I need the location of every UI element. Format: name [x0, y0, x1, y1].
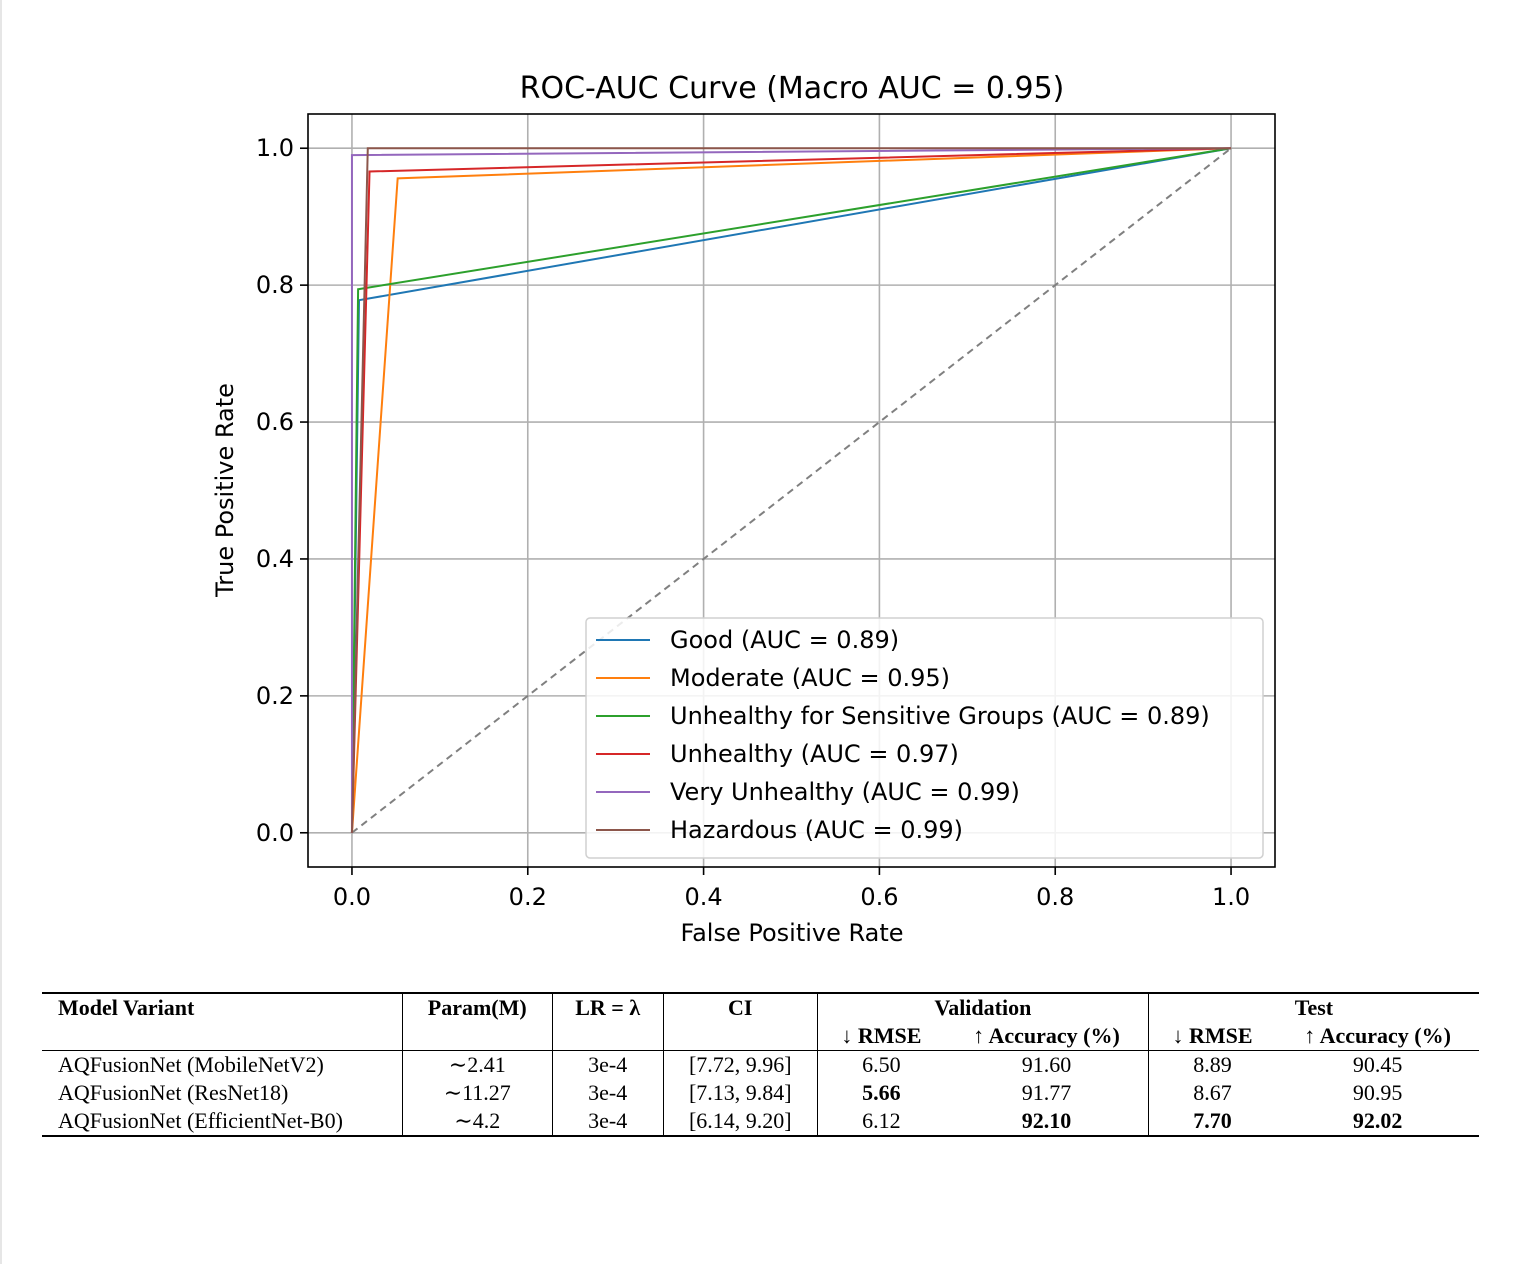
cell-ci: [7.72, 9.96]	[662, 1050, 818, 1079]
series-line-4	[350, 147, 1232, 833]
series-line-2	[350, 147, 1232, 833]
y-tick-label: 0.4	[256, 545, 294, 573]
roc-chart: ROC-AUC Curve (Macro AUC = 0.95) 0.0 0.2 0…	[211, 71, 1276, 947]
cell-test-acc: 90.95	[1352, 1080, 1403, 1105]
header-model: Model Variant	[58, 995, 195, 1020]
cell-val-rmse: 5.66	[816, 1079, 946, 1107]
x-tick-label: 0.2	[509, 883, 547, 911]
legend-label: Unhealthy for Sensitive Groups (AUC = 0.…	[670, 702, 1210, 730]
subheader-empty-ci	[662, 1022, 818, 1051]
header-validation: Validation	[816, 993, 1149, 1022]
cell-ci: [6.14, 9.20]	[662, 1107, 818, 1136]
series-lines	[350, 147, 1232, 834]
cell-test-acc: 92.02	[1352, 1108, 1403, 1133]
cell-val-acc: 91.60	[1021, 1052, 1072, 1077]
legend-label: Good (AUC = 0.89)	[670, 626, 899, 654]
cell-model: AQFusionNet (EfficientNet-B0)	[58, 1108, 343, 1133]
x-tick-label: 1.0	[1212, 883, 1250, 911]
cell-ci: [7.13, 9.84]	[662, 1079, 818, 1107]
cell-param: ∼2.41	[401, 1050, 553, 1079]
y-tick-label: 0.2	[256, 682, 294, 710]
results-table: Model Variant Param(M) LR = λ CI Validat…	[42, 992, 1479, 1137]
cell-val-rmse: 6.50	[816, 1050, 946, 1079]
cell-lr: 3e-4	[551, 1107, 664, 1136]
legend-label: Moderate (AUC = 0.95)	[670, 664, 950, 692]
header-test-acc: ↑ Accuracy (%)	[1276, 1022, 1479, 1051]
subheader-empty-lr	[551, 1022, 664, 1051]
series-line-5	[350, 147, 1232, 833]
cell-val-acc: 92.10	[1021, 1108, 1072, 1133]
table-row: AQFusionNet (ResNet18) ∼11.27 3e-4 [7.13…	[42, 1079, 1479, 1107]
legend: Good (AUC = 0.89) Moderate (AUC = 0.95) Un…	[585, 617, 1264, 859]
header-param: Param(M)	[401, 993, 553, 1022]
cell-param: ∼4.2	[401, 1107, 553, 1136]
table-row: AQFusionNet (EfficientNet-B0) ∼4.2 3e-4 …	[42, 1107, 1479, 1136]
cell-lr: 3e-4	[551, 1050, 664, 1079]
legend-label: Unhealthy (AUC = 0.97)	[670, 740, 959, 768]
cell-test-rmse: 8.67	[1147, 1079, 1277, 1107]
legend-label: Hazardous (AUC = 0.99)	[670, 816, 963, 844]
cell-model: AQFusionNet (MobileNetV2)	[58, 1052, 324, 1077]
header-test-rmse: ↓ RMSE	[1147, 1022, 1277, 1051]
y-tick-label: 0.0	[256, 819, 294, 847]
cell-val-rmse: 6.12	[816, 1107, 946, 1136]
legend-label: Very Unhealthy (AUC = 0.99)	[670, 778, 1020, 806]
x-tick-label: 0.0	[333, 883, 371, 911]
y-tick-label: 0.8	[256, 271, 294, 299]
x-tick-label: 0.8	[1036, 883, 1074, 911]
y-tick-label: 0.6	[256, 408, 294, 436]
x-tick-label: 0.6	[860, 883, 898, 911]
cell-param: ∼11.27	[401, 1079, 553, 1107]
cell-model: AQFusionNet (ResNet18)	[58, 1080, 289, 1105]
subheader-empty-param	[401, 1022, 553, 1051]
cell-lr: 3e-4	[551, 1079, 664, 1107]
header-test: Test	[1147, 993, 1479, 1022]
table-row: AQFusionNet (MobileNetV2) ∼2.41 3e-4 [7.…	[42, 1050, 1479, 1079]
header-val-rmse: ↓ RMSE	[816, 1022, 946, 1051]
x-tick-label: 0.4	[685, 883, 723, 911]
subheader-empty-model	[42, 1022, 403, 1051]
reference-diagonal-line	[351, 147, 1232, 834]
plot-frame	[307, 113, 1276, 868]
header-val-acc: ↑ Accuracy (%)	[945, 1022, 1149, 1051]
table-subheader-row: ↓ RMSE ↑ Accuracy (%) ↓ RMSE ↑ Accuracy …	[42, 1022, 1479, 1051]
x-axis-label: False Positive Rate	[680, 919, 903, 947]
cell-test-acc: 90.45	[1352, 1052, 1403, 1077]
axis-ticks: 0.0 0.2 0.4 0.6 0.8 1.0 0.0 0.2 0.4 0.6 0.8 1.0	[256, 134, 1250, 911]
y-tick-label: 1.0	[256, 134, 294, 162]
cell-test-rmse: 7.70	[1147, 1107, 1277, 1136]
legend-box	[585, 617, 1264, 859]
chart-title: ROC-AUC Curve (Macro AUC = 0.95)	[520, 71, 1065, 106]
cell-test-rmse: 8.89	[1147, 1050, 1277, 1079]
header-lr: LR = λ	[551, 993, 664, 1022]
series-line-1	[350, 147, 1232, 833]
table-header-row: Model Variant Param(M) LR = λ CI Validat…	[42, 993, 1479, 1022]
header-ci: CI	[662, 993, 818, 1022]
cell-val-acc: 91.77	[1021, 1080, 1072, 1105]
y-axis-label: True Positive Rate	[211, 383, 239, 598]
